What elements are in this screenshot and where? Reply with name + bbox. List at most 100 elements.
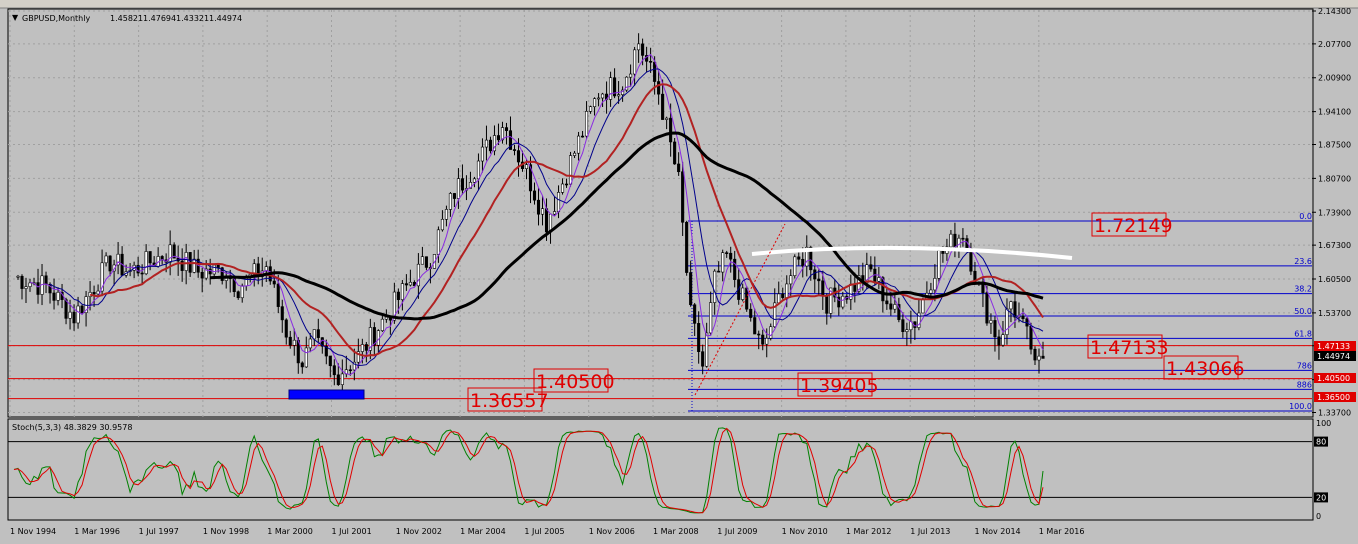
candle-body: [16, 275, 20, 278]
candle-body: [436, 229, 440, 255]
candle-body: [797, 256, 801, 260]
candle-body: [412, 281, 416, 287]
candle-body: [36, 282, 40, 295]
candle-body: [841, 295, 845, 308]
annotation-1-40500[interactable]: 1.40500: [533, 368, 615, 393]
candle-body: [749, 308, 753, 318]
candle-body: [324, 345, 328, 357]
candle-body: [444, 209, 448, 220]
candle-body: [1029, 325, 1033, 350]
ma-fast-line: [29, 53, 1044, 376]
candle-body: [224, 278, 228, 281]
candle-body: [76, 305, 80, 324]
fib-level-label: 100.0: [1289, 402, 1312, 411]
price-tick-label: 1.33700: [1318, 409, 1351, 418]
candle-body: [44, 275, 48, 285]
candle-body: [460, 178, 464, 191]
candle-body: [633, 49, 637, 75]
candle-body: [629, 73, 633, 78]
candle-body: [364, 344, 368, 351]
candle-body: [408, 281, 412, 286]
candle-body: [560, 183, 565, 193]
annotation-1-47133[interactable]: 1.47133: [1087, 334, 1169, 359]
svg-text:1.36500: 1.36500: [1317, 393, 1350, 402]
candle-body: [1037, 355, 1041, 361]
candle-body: [148, 251, 152, 264]
candle-body: [272, 280, 276, 285]
candle-body: [20, 275, 24, 289]
candle-body: [889, 303, 893, 310]
ma-slow-line: [89, 83, 1044, 358]
candle-body: [1021, 315, 1025, 319]
candle-body: [729, 252, 733, 260]
candle-body: [721, 252, 725, 273]
candle-body: [568, 155, 573, 185]
candle-body: [761, 334, 765, 345]
candle-body: [524, 164, 529, 169]
time-tick-label: 1 Mar 2004: [460, 527, 506, 536]
annotation-1-36557[interactable]: 1.36557: [467, 387, 549, 412]
time-tick-label: 1 Mar 2012: [846, 527, 892, 536]
svg-text:1.44974: 1.44974: [1317, 352, 1350, 361]
time-tick-label: 1 Nov 1994: [10, 527, 56, 536]
candle-body: [280, 306, 284, 321]
candle-body: [677, 163, 681, 173]
candle-body: [609, 77, 613, 100]
candle-body: [733, 258, 737, 280]
time-tick-label: 1 Jul 1997: [139, 527, 179, 536]
candle-body: [372, 327, 376, 346]
candle-body: [468, 182, 472, 189]
support-zone-rectangle[interactable]: [288, 389, 365, 400]
price-tick-label: 1.67300: [1318, 241, 1351, 250]
candle-body: [801, 258, 805, 267]
candle-body: [108, 255, 112, 272]
svg-text:1.40500: 1.40500: [536, 371, 615, 393]
candle-body: [1005, 308, 1009, 335]
candle-body: [536, 199, 541, 215]
annotation-1-72149[interactable]: 1.72149: [1091, 212, 1173, 237]
candle-body: [781, 293, 785, 298]
stoch-level-label: 80: [1316, 438, 1326, 447]
candle-body: [100, 262, 104, 292]
candle-body: [540, 208, 545, 215]
candle-body: [300, 362, 304, 368]
candle-body: [508, 130, 513, 150]
stoch-signal-line: [13, 427, 1044, 514]
candle-body: [496, 135, 501, 141]
time-axis[interactable]: 1 Nov 1994 1 Mar 1996 1 Jul 1997 1 Nov 1998…: [10, 527, 1084, 536]
candle-body: [933, 278, 937, 291]
time-tick-label: 1 Jul 2009: [717, 527, 757, 536]
candle-body: [577, 135, 581, 154]
candle-body: [705, 332, 709, 367]
candle-body: [64, 299, 68, 319]
candle-body: [340, 373, 344, 385]
candle-body: [961, 237, 965, 240]
price-tag-current: 1.44974: [1314, 351, 1356, 361]
candle-body: [789, 275, 793, 285]
candle-body: [597, 97, 601, 100]
candle-body: [472, 178, 476, 183]
moving-averages: [29, 53, 1044, 376]
candle-body: [240, 285, 244, 299]
candle-body: [785, 283, 789, 298]
candle-body: [769, 326, 773, 339]
annotation-1-43066[interactable]: 1.43066: [1163, 355, 1245, 380]
fib-level-label: 50.0: [1294, 307, 1312, 316]
time-tick-label: 1 Mar 2016: [1039, 527, 1085, 536]
candle-body: [532, 190, 537, 201]
stoch-axis: 100 80 20 0: [1314, 419, 1331, 521]
annotation-1-39405[interactable]: 1.39405: [797, 372, 879, 397]
candle-body: [352, 361, 356, 371]
candle-body: [172, 244, 176, 259]
fib-level-label: 886: [1297, 380, 1312, 389]
candle-body: [236, 291, 240, 299]
candle-body: [865, 264, 869, 284]
candle-body: [136, 264, 140, 274]
candle-body: [885, 300, 889, 305]
candle-body: [500, 127, 505, 141]
stoch-pane[interactable]: [7, 418, 1314, 521]
resistance-arc-drawing[interactable]: [751, 245, 1073, 260]
candle-body: [456, 178, 460, 199]
fibonacci-retracement[interactable]: 0.0 23.6 38.2 50.0 61.8 786 886 100.0: [688, 212, 1312, 412]
